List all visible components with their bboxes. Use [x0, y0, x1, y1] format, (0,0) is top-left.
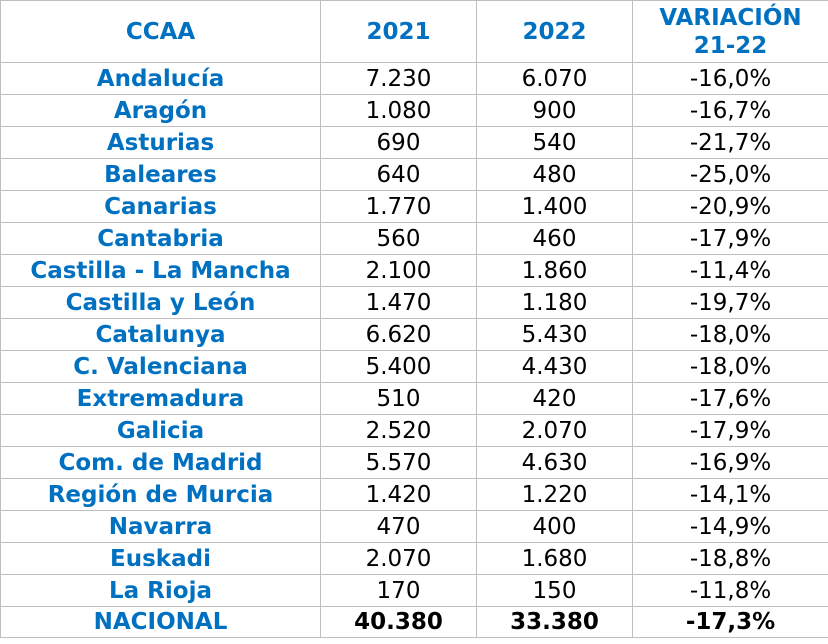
- variacion-cell: -14,9%: [632, 510, 828, 543]
- ccaa-cell: Castilla y León: [0, 286, 321, 319]
- ccaa-cell: Asturias: [0, 126, 321, 159]
- value-2021-cell: 1.470: [320, 286, 477, 319]
- variacion-cell: -18,0%: [632, 350, 828, 383]
- total-variacion: -17,3%: [632, 606, 828, 638]
- table-row: La Rioja 170 150 -11,8%: [0, 574, 828, 607]
- value-2021-cell: 690: [320, 126, 477, 159]
- value-2022-cell: 4.430: [476, 350, 633, 383]
- value-2021-cell: 560: [320, 222, 477, 255]
- variacion-cell: -17,9%: [632, 414, 828, 447]
- value-2021-cell: 6.620: [320, 318, 477, 351]
- ccaa-cell: Galicia: [0, 414, 321, 447]
- variacion-cell: -18,8%: [632, 542, 828, 575]
- value-2022-cell: 1.860: [476, 254, 633, 287]
- total-ccaa: NACIONAL: [0, 606, 321, 638]
- table-row: Andalucía 7.230 6.070 -16,0%: [0, 62, 828, 95]
- variacion-cell: -14,1%: [632, 478, 828, 511]
- value-2021-cell: 2.520: [320, 414, 477, 447]
- table-row: Región de Murcia 1.420 1.220 -14,1%: [0, 478, 828, 511]
- ccaa-cell: Aragón: [0, 94, 321, 127]
- header-2022: 2022: [476, 0, 633, 63]
- table-row: Castilla y León 1.470 1.180 -19,7%: [0, 286, 828, 319]
- value-2022-cell: 1.400: [476, 190, 633, 223]
- ccaa-cell: Euskadi: [0, 542, 321, 575]
- value-2021-cell: 5.570: [320, 446, 477, 479]
- ccaa-cell: C. Valenciana: [0, 350, 321, 383]
- ccaa-cell: Com. de Madrid: [0, 446, 321, 479]
- table-row: Castilla - La Mancha 2.100 1.860 -11,4%: [0, 254, 828, 287]
- total-row: NACIONAL 40.380 33.380 -17,3%: [0, 606, 828, 638]
- header-ccaa: CCAA: [0, 0, 321, 63]
- ccaa-cell: Región de Murcia: [0, 478, 321, 511]
- value-2021-cell: 170: [320, 574, 477, 607]
- total-2021: 40.380: [320, 606, 477, 638]
- table-row: Aragón 1.080 900 -16,7%: [0, 94, 828, 127]
- value-2022-cell: 4.630: [476, 446, 633, 479]
- table-row: C. Valenciana 5.400 4.430 -18,0%: [0, 350, 828, 383]
- total-2022: 33.380: [476, 606, 633, 638]
- header-2021: 2021: [320, 0, 477, 63]
- variacion-cell: -16,7%: [632, 94, 828, 127]
- header-variacion: VARIACIÓN 21-22: [632, 0, 828, 63]
- table-row: Euskadi 2.070 1.680 -18,8%: [0, 542, 828, 575]
- variacion-cell: -25,0%: [632, 158, 828, 191]
- variacion-cell: -18,0%: [632, 318, 828, 351]
- value-2022-cell: 1.680: [476, 542, 633, 575]
- value-2021-cell: 640: [320, 158, 477, 191]
- value-2022-cell: 1.180: [476, 286, 633, 319]
- table-row: Canarias 1.770 1.400 -20,9%: [0, 190, 828, 223]
- header-row: CCAA 2021 2022 VARIACIÓN 21-22: [0, 0, 828, 63]
- variacion-cell: -17,6%: [632, 382, 828, 415]
- ccaa-cell: Canarias: [0, 190, 321, 223]
- value-2022-cell: 460: [476, 222, 633, 255]
- value-2022-cell: 1.220: [476, 478, 633, 511]
- value-2022-cell: 900: [476, 94, 633, 127]
- variacion-cell: -19,7%: [632, 286, 828, 319]
- value-2021-cell: 2.070: [320, 542, 477, 575]
- variacion-cell: -16,0%: [632, 62, 828, 95]
- table-row: Cantabria 560 460 -17,9%: [0, 222, 828, 255]
- variacion-cell: -20,9%: [632, 190, 828, 223]
- value-2021-cell: 510: [320, 382, 477, 415]
- ccaa-cell: Cantabria: [0, 222, 321, 255]
- table-row: Extremadura 510 420 -17,6%: [0, 382, 828, 415]
- value-2022-cell: 540: [476, 126, 633, 159]
- table-row: Asturias 690 540 -21,7%: [0, 126, 828, 159]
- value-2021-cell: 2.100: [320, 254, 477, 287]
- table-row: Galicia 2.520 2.070 -17,9%: [0, 414, 828, 447]
- value-2022-cell: 400: [476, 510, 633, 543]
- variacion-cell: -11,4%: [632, 254, 828, 287]
- value-2022-cell: 5.430: [476, 318, 633, 351]
- value-2022-cell: 6.070: [476, 62, 633, 95]
- header-variacion-line1: VARIACIÓN: [659, 4, 802, 31]
- value-2021-cell: 470: [320, 510, 477, 543]
- table-row: Navarra 470 400 -14,9%: [0, 510, 828, 543]
- value-2021-cell: 7.230: [320, 62, 477, 95]
- ccaa-cell: Catalunya: [0, 318, 321, 351]
- ccaa-cell: Baleares: [0, 158, 321, 191]
- variacion-cell: -11,8%: [632, 574, 828, 607]
- header-variacion-line2: 21-22: [693, 32, 768, 59]
- ccaa-cell: Extremadura: [0, 382, 321, 415]
- ccaa-cell: Castilla - La Mancha: [0, 254, 321, 287]
- table-row: Com. de Madrid 5.570 4.630 -16,9%: [0, 446, 828, 479]
- table-row: Baleares 640 480 -25,0%: [0, 158, 828, 191]
- ccaa-cell: La Rioja: [0, 574, 321, 607]
- value-2022-cell: 150: [476, 574, 633, 607]
- value-2021-cell: 1.420: [320, 478, 477, 511]
- value-2022-cell: 420: [476, 382, 633, 415]
- table-row: Catalunya 6.620 5.430 -18,0%: [0, 318, 828, 351]
- value-2021-cell: 1.770: [320, 190, 477, 223]
- value-2022-cell: 2.070: [476, 414, 633, 447]
- ccaa-cell: Andalucía: [0, 62, 321, 95]
- value-2021-cell: 5.400: [320, 350, 477, 383]
- value-2022-cell: 480: [476, 158, 633, 191]
- variacion-cell: -21,7%: [632, 126, 828, 159]
- value-2021-cell: 1.080: [320, 94, 477, 127]
- variacion-cell: -17,9%: [632, 222, 828, 255]
- ccaa-cell: Navarra: [0, 510, 321, 543]
- variacion-cell: -16,9%: [632, 446, 828, 479]
